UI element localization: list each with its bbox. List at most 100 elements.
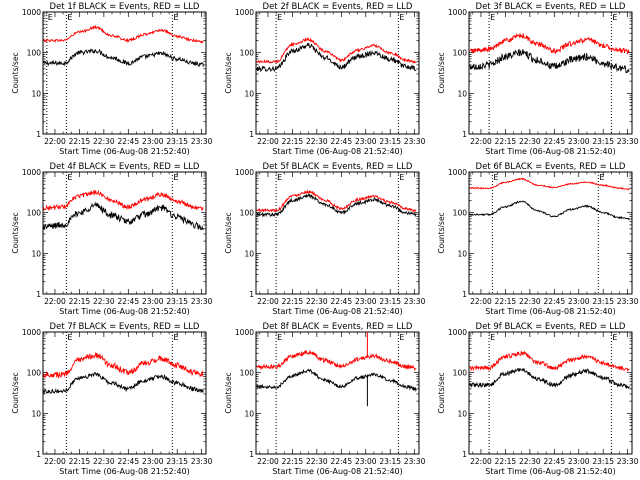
y-tick-label: 10 [31, 89, 41, 98]
x-axis-label: Start Time (06-Aug-08 21:52:40) [272, 147, 403, 156]
series-line-events [256, 368, 417, 392]
x-tick-label: 22:15 [495, 297, 517, 306]
x-tick-label: 22:45 [543, 137, 565, 146]
panel-title: Det 9f BLACK = Events, RED = LLD [476, 322, 626, 332]
plot-frame [42, 171, 207, 295]
x-tick-label: 22:15 [69, 297, 91, 306]
x-tick-label: 22:45 [330, 137, 352, 146]
x-tick-label: 22:15 [282, 137, 304, 146]
x-tick-label: 23:30 [404, 457, 426, 466]
series-line-events [469, 200, 630, 220]
series-line-events [256, 192, 417, 218]
y-tick-label: 100 [453, 209, 468, 218]
y-axis-label: Counts/sec [224, 52, 233, 93]
y-tick-label: 100 [453, 369, 468, 378]
x-tick-label: 22:45 [117, 457, 139, 466]
event-marker-label: E [67, 173, 72, 182]
plot-frame [255, 11, 420, 135]
y-tick-label: 10 [244, 409, 254, 418]
panel-title: Det 7f BLACK = Events, RED = LLD [50, 322, 200, 332]
x-tick-label: 23:00 [142, 457, 164, 466]
x-axis-label: Start Time (06-Aug-08 21:52:40) [272, 467, 403, 476]
x-tick-label: 22:30 [306, 297, 328, 306]
series-line-lld [43, 352, 204, 380]
y-axis-label: Counts/sec [224, 212, 233, 253]
y-axis-label: Counts/sec [11, 212, 20, 253]
x-tick-label: 23:15 [592, 137, 614, 146]
series-line-lld [256, 189, 417, 214]
plot-frame [468, 11, 633, 135]
y-tick-label: 1000 [235, 8, 254, 17]
x-tick-label: 22:15 [495, 137, 517, 146]
x-tick-label: 22:30 [519, 137, 541, 146]
event-marker-label: E [173, 333, 178, 342]
event-marker-label: E [399, 173, 404, 182]
x-tick-label: 23:00 [142, 297, 164, 306]
x-tick-label: 22:30 [93, 457, 115, 466]
x-tick-label: 22:00 [44, 457, 66, 466]
x-tick-label: 23:30 [617, 297, 639, 306]
y-tick-label: 1 [36, 130, 41, 139]
x-tick-label: 22:45 [117, 297, 139, 306]
detector-panel: Det 8f BLACK = Events, RED = LLD 1 10 100 10… [224, 322, 426, 476]
y-tick-label: 1000 [235, 328, 254, 337]
x-tick-label: 22:15 [69, 137, 91, 146]
x-tick-label: 22:45 [330, 297, 352, 306]
x-tick-label: 22:30 [519, 457, 541, 466]
x-tick-label: 23:00 [355, 137, 377, 146]
event-marker-label: E [67, 13, 72, 22]
x-tick-label: 23:30 [404, 297, 426, 306]
x-tick-label: 22:45 [117, 137, 139, 146]
x-tick-label: 23:15 [379, 137, 401, 146]
panel-title: Det 6f BLACK = Events, RED = LLD [476, 162, 626, 172]
event-marker-label: E [277, 173, 282, 182]
x-tick-label: 22:00 [44, 137, 66, 146]
plot-frame [468, 331, 633, 455]
detector-panel: Det 2f BLACK = Events, RED = LLD 1 10 100 10… [224, 2, 426, 156]
x-axis-label: Start Time (06-Aug-08 21:52:40) [485, 467, 616, 476]
y-tick-label: 1 [36, 290, 41, 299]
event-marker-label: E [612, 13, 617, 22]
x-tick-label: 23:15 [379, 297, 401, 306]
y-tick-label: 10 [31, 249, 41, 258]
x-tick-label: 22:45 [330, 457, 352, 466]
y-axis-label: Counts/sec [437, 52, 446, 93]
detector-panel: Det 5f BLACK = Events, RED = LLD 1 10 100 10… [224, 162, 426, 316]
x-tick-label: 22:00 [470, 297, 492, 306]
y-tick-label: 1000 [448, 8, 467, 17]
y-tick-label: 1 [249, 290, 254, 299]
x-tick-label: 23:00 [568, 137, 590, 146]
panel-title: Det 4f BLACK = Events, RED = LLD [50, 162, 200, 172]
event-marker-label: E [490, 333, 495, 342]
event-marker-label: E [173, 13, 178, 22]
x-tick-label: 23:30 [191, 297, 213, 306]
panel-title: Det 3f BLACK = Events, RED = LLD [476, 2, 626, 12]
x-axis-label: Start Time (06-Aug-08 21:52:40) [272, 307, 403, 316]
y-tick-label: 100 [240, 209, 255, 218]
series-line-events [43, 371, 204, 395]
detector-panel: Det 9f BLACK = Events, RED = LLD 1 10 100 10… [437, 322, 639, 476]
x-axis-label: Start Time (06-Aug-08 21:52:40) [59, 307, 190, 316]
x-tick-label: 22:00 [44, 297, 66, 306]
y-tick-label: 1 [36, 450, 41, 459]
x-tick-label: 23:00 [355, 297, 377, 306]
plot-frame [42, 11, 207, 135]
x-tick-label: 23:00 [568, 457, 590, 466]
x-tick-label: 22:30 [519, 297, 541, 306]
x-tick-label: 23:15 [166, 457, 188, 466]
plot-frame [255, 331, 420, 455]
y-tick-label: 100 [453, 49, 468, 58]
event-marker-label: E [612, 333, 617, 342]
detector-panel: Det 6f BLACK = Events, RED = LLD 1 10 100 10… [437, 162, 639, 316]
y-tick-label: 10 [31, 409, 41, 418]
x-tick-label: 23:15 [166, 137, 188, 146]
x-tick-label: 22:45 [543, 457, 565, 466]
x-tick-label: 23:00 [355, 457, 377, 466]
y-tick-label: 1000 [22, 8, 41, 17]
x-tick-label: 22:30 [306, 137, 328, 146]
x-tick-label: 22:30 [93, 297, 115, 306]
x-tick-label: 23:00 [142, 137, 164, 146]
y-tick-label: 1 [462, 130, 467, 139]
series-line-lld [469, 350, 630, 372]
y-tick-label: 10 [244, 89, 254, 98]
